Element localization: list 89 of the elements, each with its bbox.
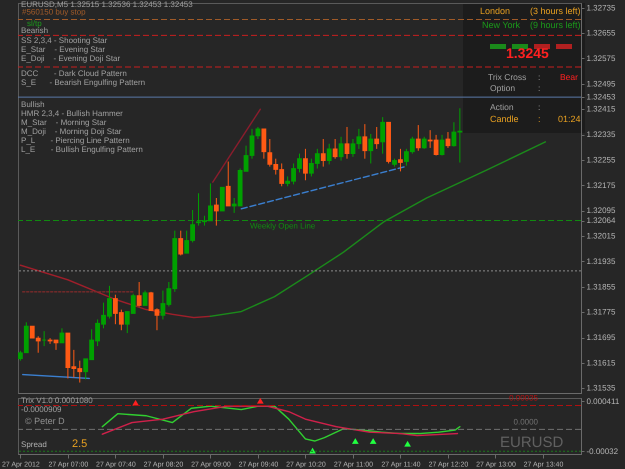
y-tick-label: -0.00032 [586,446,619,456]
y-tick-label: 1.32453 [586,92,616,102]
candlestick [60,328,64,344]
annotation: (3 hours left) [530,6,581,17]
annotation: New York [482,20,520,31]
candlestick [422,136,427,150]
y-tick-label: 1.31935 [586,256,616,266]
y-tick-label: 1.32015 [586,232,616,241]
y-tick-label: 1.32735 [586,3,616,12]
chart-title: Trix V1.0 0.0001080 -0.0000909 [21,396,94,415]
y-tick-label: 1.32495 [586,79,616,88]
line-series [102,405,461,442]
candlestick [416,124,421,152]
annotation: Candle [490,114,519,124]
annotation: sl/tp [27,18,42,28]
y-tick-label: 1.32575 [586,54,616,63]
candlestick [226,161,231,206]
candlestick [368,133,374,164]
y-tick-label: 1.31535 [586,384,616,393]
y-tick-label: 1.32255 [586,155,616,164]
ref-line-label: #560150 buy stop [22,7,86,16]
point [309,448,316,454]
annotation: M_Doji - Morning Doji Star [21,126,122,136]
y-tick-label: 1.31615 [586,358,616,368]
line-series [20,264,212,318]
point [352,438,359,444]
point [404,440,411,447]
annotation: © Peter D [25,416,65,427]
y-tick-label: 1.32175 [586,180,616,190]
annotation: 1.3245 [506,45,549,62]
candlestick [440,134,444,156]
annotation: S_E - Bearish Engulfing Pattern [21,78,146,88]
annotation: P_L - Piercing Line Pattern [21,136,130,145]
candlestick [214,198,219,226]
annotation: : [538,114,541,124]
annotation: HMR 2,3,4 - Bullish Hammer [21,108,123,118]
annotation: Action [490,102,514,112]
chart-title: EURUSD,M5 1.32515 1.32536 1.32453 1.32453 [21,0,193,9]
candlestick [344,126,350,160]
ref-line-label: Weekly Open Line [250,222,316,231]
annotation: E_Doji - Evening Doji Star [21,54,120,64]
candlestick [261,128,266,160]
candlestick [398,148,403,172]
y-tick-label: 1.31775 [586,308,616,317]
annotation: Bearish [21,26,48,36]
y-tick-label: 1.32335 [586,130,616,140]
annotation: London [480,6,510,17]
candlestick [374,126,380,150]
annotation: Bear [560,72,578,82]
ref-line-label: 0.00035 [509,394,539,403]
annotation: (9 hours left) [530,20,581,31]
candlestick [320,138,326,168]
annotation: : [538,82,540,93]
y-tick-label: 1.31695 [586,333,616,342]
candlestick [326,143,332,165]
annotation: Option [490,82,516,93]
candlestick [446,132,450,148]
annotation: Bullish [21,100,45,110]
annotation: Trix Cross [488,72,526,82]
candlestick [220,186,225,212]
annotation: M_Star - Morning Star [21,118,106,127]
candlestick [142,290,148,306]
candlestick [362,124,368,160]
candlestick [178,230,184,256]
line-series [102,405,458,436]
annotation: DCC - Dark Cloud Pattern [21,68,127,78]
y-tick-label: 1.32655 [586,28,616,38]
annotation: E_Star - Evening Star [21,44,106,54]
point [256,398,264,404]
y-tick-label: 0.000411 [586,396,620,406]
y-tick-label: 1.32095 [586,206,616,216]
y-tick-label: 1.32064 [586,216,616,226]
y-tick-label: 1.31855 [586,282,616,292]
ref-line-label: 0.0000 [514,417,539,426]
annotation: : [538,102,540,112]
candlestick [338,136,344,162]
annotation: SS 2,3,4 - Shooting Star [21,36,108,45]
annotation: 2.5 [72,438,88,450]
annotation: Spread [21,440,47,450]
annotation: EURUSD [500,434,564,452]
candlestick [332,138,338,160]
candlestick [303,148,308,181]
candlestick [136,282,142,307]
annotation: L_E - Bullish Engulfing Pattern [21,144,143,154]
annotation: 01:24 [558,114,581,124]
y-tick-label: 1.32415 [586,104,616,114]
annotation: : [538,72,540,82]
point [370,438,376,444]
candlestick [380,116,386,154]
